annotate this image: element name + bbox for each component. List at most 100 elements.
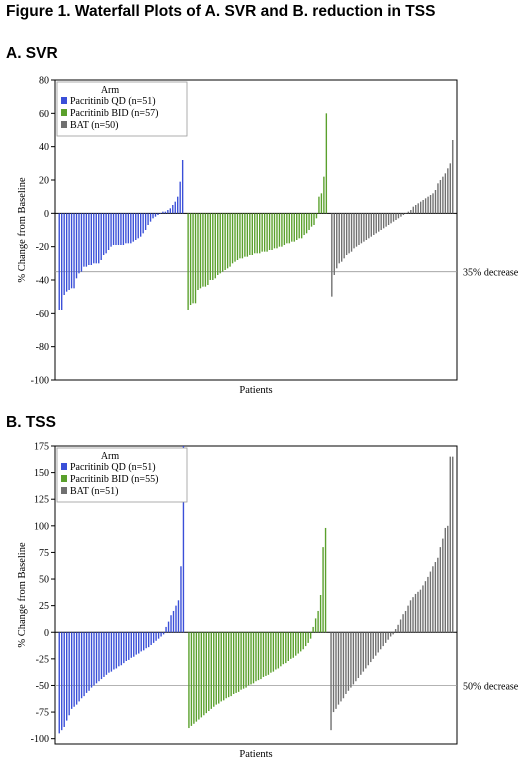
bar	[213, 632, 215, 707]
bar	[360, 213, 363, 244]
bar	[377, 632, 379, 653]
bar	[227, 632, 230, 698]
bar	[382, 632, 384, 647]
bar	[160, 632, 162, 637]
bar	[83, 213, 85, 267]
reference-line-label: 50% decrease	[463, 681, 519, 692]
bar	[132, 213, 134, 242]
tss-waterfall-chart: 175 150 125 100 75 50 25 0 -25 -50 -75 -100 % Change…	[17, 442, 519, 759]
bar	[152, 632, 155, 643]
bar	[390, 213, 392, 224]
y-tick-label: 40	[39, 142, 49, 153]
bar	[225, 632, 227, 699]
bar	[286, 213, 288, 244]
bar	[194, 213, 197, 304]
bar	[424, 198, 427, 214]
bar	[280, 632, 282, 667]
bar	[330, 632, 332, 731]
panel-title-svr: A. SVR	[6, 45, 58, 62]
bar	[444, 527, 446, 633]
bar	[434, 190, 437, 214]
svr-waterfall-chart: 80 60 40 20 0 -20 -40 -60 -80 -100 % Change from B…	[17, 76, 519, 397]
bar	[358, 213, 360, 245]
bar	[135, 213, 137, 240]
bar	[288, 213, 291, 244]
bar	[226, 213, 229, 269]
bar	[415, 205, 417, 214]
y-tick-label: -20	[36, 242, 49, 253]
bar	[93, 213, 95, 264]
bar	[208, 632, 210, 712]
bar	[240, 632, 242, 690]
bar	[189, 213, 192, 305]
bar	[98, 632, 100, 682]
bar	[348, 213, 350, 254]
bar	[447, 525, 449, 633]
bar	[347, 632, 350, 691]
legend-box	[56, 81, 188, 137]
bar	[335, 632, 337, 709]
bar	[442, 538, 444, 633]
y-tick-label: 125	[34, 495, 49, 506]
bar	[324, 527, 327, 633]
bar	[392, 213, 395, 222]
bar	[350, 213, 353, 252]
bar	[387, 213, 390, 225]
bar	[162, 632, 165, 635]
bar	[405, 213, 407, 214]
bar	[268, 213, 271, 250]
bar	[115, 213, 117, 245]
bar	[177, 196, 179, 214]
bar	[402, 614, 404, 633]
bar	[303, 213, 305, 235]
bar	[202, 213, 204, 287]
legend-box	[56, 447, 188, 503]
bar	[102, 213, 105, 255]
bar	[88, 632, 90, 691]
y-tick-label: 20	[39, 176, 49, 187]
y-tick-label: -40	[36, 276, 49, 287]
bar	[261, 213, 263, 252]
bar	[245, 632, 247, 688]
bar	[93, 632, 95, 686]
bar	[312, 626, 314, 633]
bar-group-series-2	[187, 113, 328, 310]
bar	[231, 213, 234, 264]
bar	[205, 632, 208, 714]
bar	[85, 632, 88, 693]
bar	[283, 213, 286, 245]
bar	[412, 206, 414, 214]
bar	[63, 632, 65, 727]
bar	[373, 213, 375, 235]
bar	[300, 632, 302, 652]
bar	[287, 632, 289, 661]
bar	[394, 629, 397, 633]
bar	[125, 213, 127, 244]
bar	[229, 213, 231, 267]
y-tick-label: 0	[44, 628, 49, 639]
bar	[317, 610, 319, 633]
bar	[320, 193, 323, 214]
bar	[61, 213, 63, 310]
bar	[350, 632, 352, 688]
bar	[162, 211, 164, 214]
bar	[357, 632, 360, 679]
bar	[110, 213, 112, 247]
bar	[332, 632, 335, 713]
bar	[200, 632, 203, 718]
bar	[278, 213, 281, 247]
bar	[296, 213, 298, 240]
bar	[250, 632, 252, 685]
bar	[365, 213, 368, 240]
bar	[85, 213, 88, 267]
bar	[167, 621, 170, 633]
bar	[236, 213, 239, 260]
bar	[188, 632, 190, 729]
bar	[88, 213, 90, 265]
bar	[113, 632, 115, 670]
bar	[276, 213, 278, 249]
bar	[118, 632, 120, 667]
bar	[75, 213, 78, 279]
y-tick-label: 0	[44, 209, 49, 220]
x-axis-label: Patients	[239, 749, 272, 759]
